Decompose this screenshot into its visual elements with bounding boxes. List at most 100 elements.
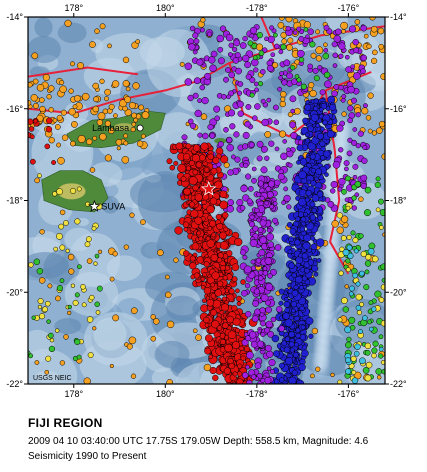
quake-deep-blue: [278, 300, 284, 306]
bathymetry-patch: [54, 318, 82, 335]
quake-intermediate-green: [96, 285, 103, 292]
quake-shallow: [166, 320, 175, 329]
quake-deep-blue: [307, 259, 315, 266]
bathymetry-patch: [57, 22, 87, 44]
quake-intermediate-purple: [298, 35, 305, 42]
quake-shallow: [99, 133, 107, 141]
quake-deep-red: [212, 374, 219, 382]
quake-deep-red: [224, 343, 233, 353]
quake-intermediate-cyan: [345, 368, 352, 375]
quake-intermediate-purple: [360, 68, 366, 75]
quake-intermediate-purple: [353, 47, 360, 54]
quake-intermediate-purple: [216, 34, 225, 43]
quake-intermediate-purple: [181, 134, 188, 141]
quake-deep-red: [235, 327, 241, 333]
quake-deep-red: [234, 237, 243, 247]
quake-intermediate-purple: [355, 112, 361, 118]
quake-deep-red: [220, 303, 230, 312]
quake-intermediate-purple: [226, 205, 234, 213]
quake-intermediate-purple: [275, 306, 283, 313]
quake-intermediate-purple: [196, 58, 204, 66]
quake-intermediate-green: [372, 340, 379, 347]
quake-intermediate-purple: [234, 156, 241, 163]
tick-label-layer: 178° 180° -178° -176° 178° 180° -178° -176° -14°…: [6, 3, 407, 399]
quake-intermediate-green: [374, 181, 381, 188]
quake-deep-red: [232, 371, 238, 377]
quake-intermediate-yellow: [356, 310, 362, 316]
quake-deep-red: [240, 355, 247, 362]
quake-intermediate-yellow: [53, 246, 58, 252]
quake-intermediate-purple: [260, 145, 268, 153]
quake-intermediate-purple: [252, 225, 259, 232]
quake-intermediate-purple: [249, 221, 255, 228]
quake-intermediate-green: [249, 92, 255, 98]
quake-deep-blue: [303, 234, 312, 242]
bottom-tick-label: 180°: [156, 389, 175, 399]
quake-shallow: [285, 17, 293, 23]
quake-intermediate-purple: [189, 25, 196, 32]
quake-intermediate-purple: [272, 217, 279, 224]
quake-shallow: [86, 258, 93, 264]
quake-intermediate-purple: [267, 180, 275, 188]
quake-deep-blue: [291, 308, 296, 314]
quake-intermediate-green: [76, 354, 82, 360]
quake-deep-red: [203, 316, 210, 324]
quake-intermediate-purple: [249, 33, 255, 39]
quake-intermediate-green: [77, 264, 82, 270]
quake-shallow: [130, 373, 137, 379]
quake-shallow: [55, 295, 61, 302]
quake-intermediate-purple: [327, 200, 335, 208]
quake-intermediate-purple: [338, 177, 346, 186]
quake-shallow: [331, 220, 339, 228]
quake-intermediate-cyan: [344, 326, 352, 334]
quake-shallow: [74, 95, 81, 102]
quake-shallow: [287, 37, 294, 44]
quake-shallow: [280, 96, 286, 102]
quake-intermediate-green: [258, 50, 265, 57]
quake-intermediate-cyan: [348, 291, 354, 297]
place-label-lambasa: Lambasa: [92, 123, 129, 133]
quake-shallow: [179, 61, 185, 67]
quake-shallow: [67, 310, 72, 316]
quake-intermediate-purple: [256, 217, 262, 223]
quake-intermediate-purple: [317, 64, 323, 70]
quake-intermediate-green: [296, 77, 302, 83]
quake-intermediate-purple: [250, 374, 257, 380]
quake-intermediate-purple: [269, 369, 275, 375]
quake-shallow: [370, 57, 378, 65]
quake-intermediate-purple: [345, 54, 350, 60]
quake-shallow: [104, 96, 109, 102]
quake-intermediate-cyan: [355, 305, 362, 311]
quake-deep-red: [237, 363, 243, 369]
quake-intermediate-purple: [240, 184, 248, 193]
quake-deep-red: [214, 289, 223, 297]
quake-shallow: [42, 73, 50, 82]
left-tick-label: -22°: [6, 379, 23, 389]
quake-deep-red: [219, 190, 228, 199]
quake-intermediate-green: [309, 41, 316, 48]
quake-intermediate-yellow: [65, 248, 70, 253]
quake-deep-blue: [301, 252, 309, 260]
quake-intermediate-yellow: [59, 244, 66, 251]
quake-shallow: [135, 39, 140, 44]
quake-intermediate-yellow: [45, 355, 52, 362]
quake-intermediate-purple: [250, 259, 256, 265]
quake-shallow: [279, 130, 287, 138]
quake-shallow: [157, 249, 164, 256]
quake-deep-blue: [298, 188, 307, 198]
quake-intermediate-purple: [361, 157, 368, 164]
quake-shallow: [126, 343, 133, 350]
quake-intermediate-purple: [269, 204, 275, 210]
quake-shallow: [377, 27, 385, 35]
quake-shallow: [96, 119, 104, 126]
quake-deep-blue: [302, 117, 309, 124]
quake-intermediate-purple: [338, 147, 344, 153]
quake-intermediate-purple: [243, 162, 249, 169]
quake-intermediate-purple: [260, 320, 266, 327]
quake-shallow: [71, 121, 78, 128]
quake-deep-red: [174, 226, 183, 235]
quake-deep-blue: [298, 170, 307, 180]
quake-shallow: [123, 140, 129, 146]
quake-intermediate-purple: [254, 362, 262, 370]
quake-intermediate-purple: [242, 54, 250, 63]
